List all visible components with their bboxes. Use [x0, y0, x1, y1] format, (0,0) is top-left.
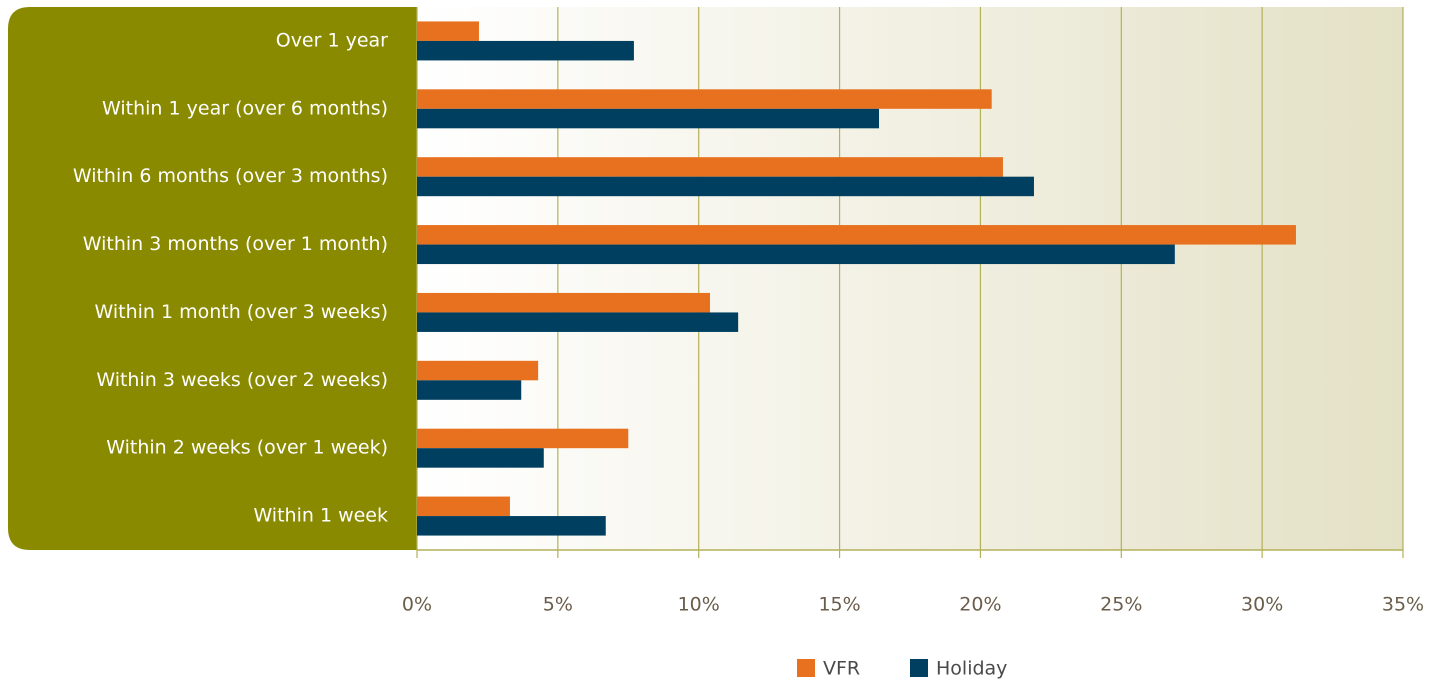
legend-label: Holiday: [936, 658, 1007, 680]
category-label: Within 1 month (over 3 weeks): [94, 301, 388, 323]
category-label: Within 3 months (over 1 month): [83, 233, 388, 255]
x-tick-label: 5%: [543, 594, 573, 616]
x-tick-label: 10%: [678, 594, 720, 616]
legend-swatch: [797, 659, 815, 677]
bar: [417, 448, 544, 468]
bar: [417, 108, 880, 129]
bar: [417, 428, 629, 449]
bar: [417, 496, 510, 517]
bar: [417, 244, 1175, 265]
x-tick-label: 15%: [818, 594, 860, 616]
bar: [417, 516, 606, 536]
category-label: Over 1 year: [276, 29, 388, 51]
legend-label: VFR: [823, 658, 860, 680]
x-tick-label: 0%: [402, 594, 432, 616]
bar: [417, 225, 1296, 245]
x-tick-label: 35%: [1382, 594, 1424, 616]
category-label: Within 1 week: [253, 505, 388, 527]
bar: [417, 312, 739, 332]
bar: [417, 21, 479, 41]
category-label: Within 3 weeks (over 2 weeks): [96, 369, 388, 391]
category-panel: [8, 7, 417, 550]
legend-swatch: [910, 659, 928, 677]
category-label: Within 6 months (over 3 months): [73, 165, 388, 187]
bar: [417, 360, 539, 381]
bar: [417, 157, 1003, 177]
bar: [417, 292, 710, 313]
bar: [417, 380, 522, 400]
x-tick-label: 30%: [1241, 594, 1283, 616]
bar: [417, 40, 634, 61]
category-label: Within 1 year (over 6 months): [102, 97, 388, 119]
x-tick-label: 25%: [1100, 594, 1142, 616]
plot-background: [417, 7, 1403, 550]
category-label: Within 2 weeks (over 1 week): [106, 437, 388, 459]
bar: [417, 176, 1034, 197]
bar: [417, 89, 992, 109]
x-tick-label: 20%: [959, 594, 1001, 616]
